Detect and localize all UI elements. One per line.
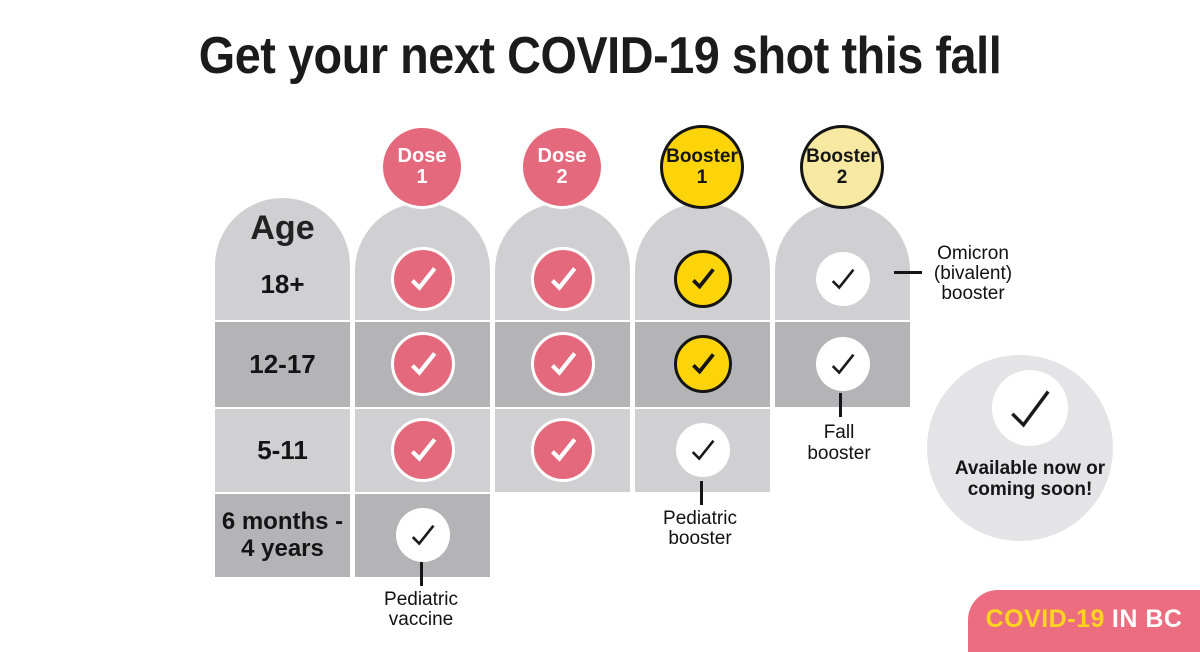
row-label-text: 12-17 xyxy=(249,348,316,379)
annotation-fall-booster: Fall booster xyxy=(779,422,899,464)
annotation-omicron-bivalent-booster: Omicron (bivalent) booster xyxy=(911,244,1035,304)
annotation-line: booster xyxy=(668,528,732,549)
annotation-line: Pediatric xyxy=(384,589,458,610)
check-white-dose1-row-3 xyxy=(395,508,450,562)
column-header-booster-1: Booster 1 xyxy=(660,125,744,209)
header-label: 1 xyxy=(416,166,428,188)
row-label-text: 5-11 xyxy=(257,434,308,465)
checkmark-icon xyxy=(550,352,576,376)
legend-check-circle xyxy=(992,370,1068,446)
annotation-line: Omicron xyxy=(937,243,1009,264)
row-label-12-17: 12-17 xyxy=(215,348,350,379)
checkmark-icon xyxy=(410,267,436,291)
covid-19-in-bc-badge: COVID-19 IN BC xyxy=(968,590,1200,652)
cell-age-row-2 xyxy=(215,409,350,492)
check-pink-dose2-row-2 xyxy=(530,418,595,482)
cell-age-row-1 xyxy=(215,322,350,407)
annotation-line: (bivalent) xyxy=(933,263,1013,284)
column-header-dose-1: Dose 1 xyxy=(380,125,464,209)
checkmark-icon xyxy=(410,352,436,376)
check-white-booster2-row-1 xyxy=(815,337,870,391)
column-header-dose-2: Dose 2 xyxy=(520,125,604,209)
checkmark-icon xyxy=(550,267,576,291)
checkmark-icon xyxy=(410,438,436,462)
annotation-line: Fall xyxy=(823,422,855,443)
row-label-text: 4 years xyxy=(241,535,324,562)
pediatric-booster-connector-line xyxy=(700,481,703,505)
checkmark-icon xyxy=(691,353,715,375)
row-label-6months-4years: 6 months - 4 years xyxy=(215,508,350,562)
checkmark-icon xyxy=(411,524,435,546)
legend-line: Available now or xyxy=(954,458,1106,479)
check-yellow-booster1-row-0 xyxy=(673,250,732,308)
check-pink-dose2-row-1 xyxy=(530,332,595,396)
legend-text: Available now or coming soon! xyxy=(928,458,1132,500)
column-header-booster-2: Booster 2 xyxy=(800,125,884,209)
header-label: Booster xyxy=(666,146,738,167)
check-yellow-booster1-row-1 xyxy=(673,335,732,393)
row-label-text: 6 months - xyxy=(221,508,344,535)
pediatric-vaccine-connector-line xyxy=(420,562,423,586)
annotation-line: booster xyxy=(941,283,1005,304)
header-label: Dose xyxy=(537,145,587,167)
page-title: Get your next COVID-19 shot this fall xyxy=(198,27,1002,85)
header-label: 2 xyxy=(556,166,568,188)
annotation-line: Pediatric xyxy=(663,508,737,529)
badge-covid-19-label: COVID-19 xyxy=(985,605,1105,633)
check-pink-dose1-row-2 xyxy=(390,418,455,482)
cell-age-row-0 xyxy=(215,198,350,320)
annotation-pediatric-booster: Pediatric booster xyxy=(640,509,760,549)
legend-line: coming soon! xyxy=(967,479,1093,500)
row-label-18-plus: 18+ xyxy=(215,268,350,299)
fall-booster-connector-line xyxy=(839,393,842,417)
header-label: Booster xyxy=(806,146,878,167)
check-pink-dose2-row-0 xyxy=(530,247,595,311)
age-column-header: Age xyxy=(250,208,315,247)
check-white-booster2-row-0 xyxy=(815,252,870,306)
annotation-line: booster xyxy=(807,443,871,464)
header-label: 1 xyxy=(696,167,708,188)
checkmark-icon xyxy=(1011,390,1050,428)
row-label-text: 18+ xyxy=(260,268,305,299)
annotation-line: vaccine xyxy=(388,609,454,630)
check-white-booster1-row-2 xyxy=(675,423,730,477)
header-label: Dose xyxy=(397,145,447,167)
checkmark-icon xyxy=(691,268,715,290)
check-pink-dose1-row-1 xyxy=(390,332,455,396)
row-label-5-11: 5-11 xyxy=(215,434,350,465)
checkmark-icon xyxy=(831,268,855,290)
cell-age-row-3 xyxy=(215,494,350,577)
header-label: 2 xyxy=(836,167,848,188)
annotation-pediatric-vaccine: Pediatric vaccine xyxy=(361,590,481,630)
omicron-connector-line xyxy=(894,271,922,274)
check-pink-dose1-row-0 xyxy=(390,247,455,311)
badge-in-bc-label: IN BC xyxy=(1111,605,1183,633)
checkmark-icon xyxy=(550,438,576,462)
checkmark-icon xyxy=(691,439,715,461)
checkmark-icon xyxy=(831,353,855,375)
